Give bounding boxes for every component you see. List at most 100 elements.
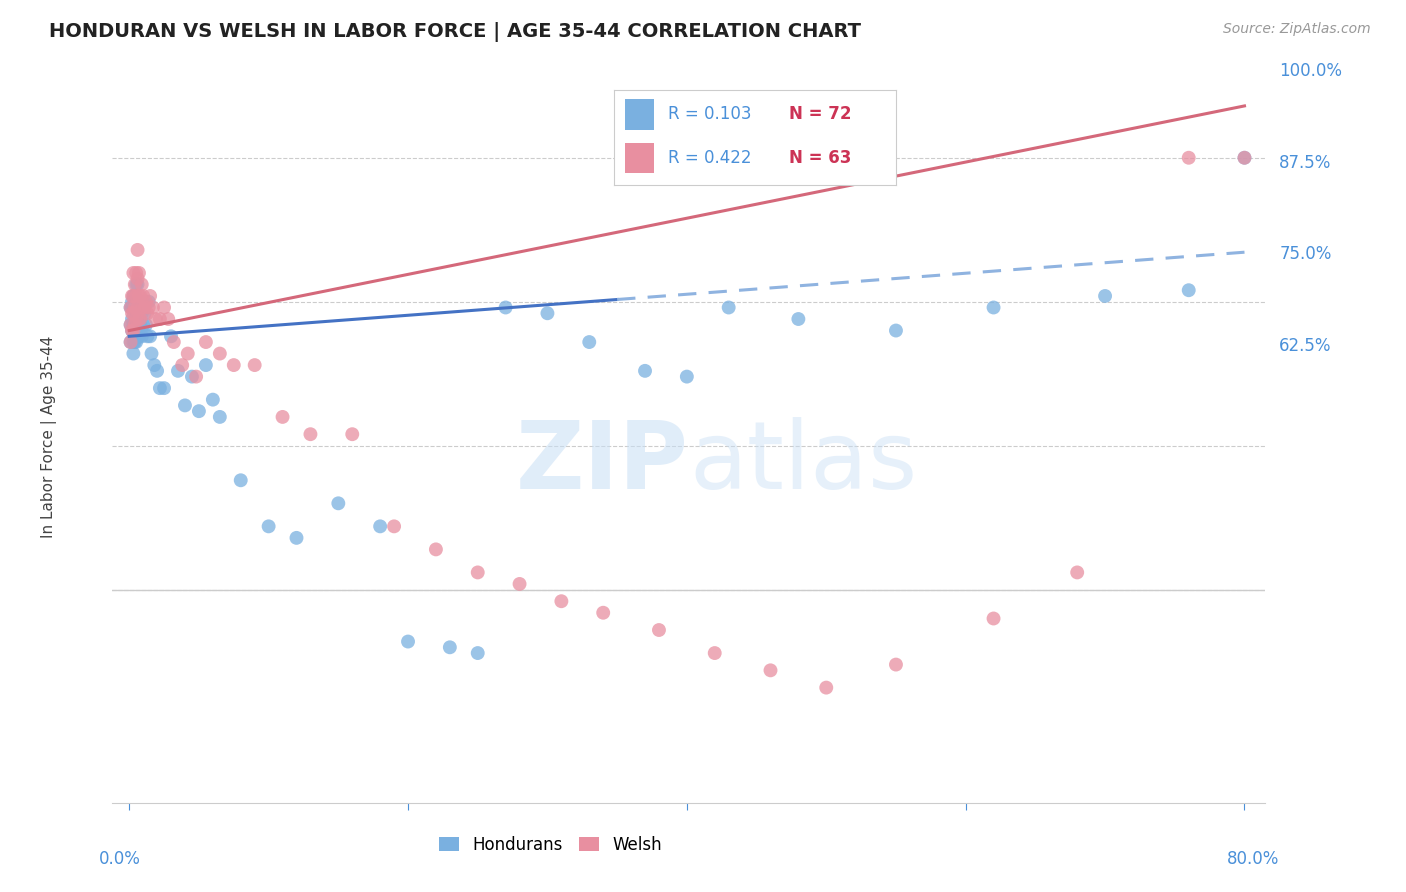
Point bbox=[125, 312, 148, 326]
Point bbox=[194, 358, 217, 372]
Point bbox=[122, 318, 145, 332]
Point bbox=[142, 301, 165, 315]
Point bbox=[139, 289, 162, 303]
Point bbox=[257, 519, 280, 533]
Point bbox=[177, 346, 200, 360]
Point bbox=[124, 289, 146, 303]
Point bbox=[787, 312, 810, 326]
Point bbox=[121, 294, 143, 309]
Point bbox=[127, 301, 149, 315]
Point bbox=[509, 577, 531, 591]
Point bbox=[145, 312, 167, 326]
Point bbox=[124, 334, 146, 349]
Point bbox=[138, 294, 160, 309]
Point bbox=[550, 594, 572, 608]
Point bbox=[172, 358, 194, 372]
Point bbox=[382, 519, 405, 533]
Point bbox=[131, 329, 153, 343]
Point bbox=[703, 646, 725, 660]
Point bbox=[717, 301, 740, 315]
Text: 75.0%: 75.0% bbox=[1279, 245, 1331, 263]
Point bbox=[884, 657, 907, 672]
Point bbox=[121, 306, 143, 320]
Point bbox=[342, 427, 364, 442]
Point bbox=[125, 334, 148, 349]
Point bbox=[132, 289, 155, 303]
Text: 62.5%: 62.5% bbox=[1279, 336, 1331, 355]
Text: HONDURAN VS WELSH IN LABOR FORCE | AGE 35-44 CORRELATION CHART: HONDURAN VS WELSH IN LABOR FORCE | AGE 3… bbox=[49, 22, 862, 42]
Text: 100.0%: 100.0% bbox=[1279, 62, 1343, 80]
Point bbox=[648, 623, 671, 637]
Point bbox=[201, 392, 224, 407]
Point bbox=[131, 277, 153, 292]
Point bbox=[815, 681, 838, 695]
Point bbox=[129, 289, 152, 303]
Point bbox=[124, 301, 146, 315]
Point bbox=[1233, 151, 1256, 165]
Point bbox=[128, 289, 150, 303]
Point bbox=[135, 318, 157, 332]
Text: Source: ZipAtlas.com: Source: ZipAtlas.com bbox=[1223, 22, 1371, 37]
Point bbox=[127, 277, 149, 292]
Point bbox=[122, 266, 145, 280]
Point bbox=[1177, 283, 1199, 297]
Point bbox=[129, 318, 152, 332]
Point bbox=[187, 404, 209, 418]
Point bbox=[153, 301, 176, 315]
Point bbox=[184, 369, 207, 384]
Point bbox=[495, 301, 517, 315]
Point bbox=[128, 312, 150, 326]
Point bbox=[181, 369, 204, 384]
Point bbox=[125, 289, 148, 303]
Point bbox=[136, 306, 159, 320]
Point bbox=[122, 289, 145, 303]
Point bbox=[127, 312, 149, 326]
Point bbox=[125, 266, 148, 280]
Point bbox=[149, 312, 172, 326]
Point bbox=[676, 369, 699, 384]
Point bbox=[138, 301, 160, 315]
Legend: Hondurans, Welsh: Hondurans, Welsh bbox=[432, 829, 669, 860]
Point bbox=[271, 409, 294, 424]
Point bbox=[120, 334, 142, 349]
Point bbox=[124, 318, 146, 332]
Text: ZIP: ZIP bbox=[516, 417, 689, 508]
Point bbox=[1177, 151, 1199, 165]
Point bbox=[634, 364, 657, 378]
Point bbox=[132, 294, 155, 309]
Point bbox=[167, 364, 190, 378]
Text: atlas: atlas bbox=[689, 417, 917, 508]
Point bbox=[124, 324, 146, 338]
Point bbox=[229, 473, 252, 487]
Point bbox=[149, 381, 172, 395]
Point bbox=[134, 301, 156, 315]
Point bbox=[127, 329, 149, 343]
Point bbox=[120, 318, 142, 332]
Point bbox=[131, 301, 153, 315]
Point bbox=[128, 294, 150, 309]
Point bbox=[160, 329, 183, 343]
Point bbox=[122, 289, 145, 303]
Point bbox=[299, 427, 322, 442]
Point bbox=[125, 312, 148, 326]
Point bbox=[135, 294, 157, 309]
Point bbox=[163, 334, 186, 349]
Point bbox=[122, 324, 145, 338]
Point bbox=[1233, 151, 1256, 165]
Point bbox=[127, 243, 149, 257]
Point bbox=[125, 277, 148, 292]
Point bbox=[208, 346, 231, 360]
Point bbox=[759, 663, 782, 677]
Point bbox=[121, 324, 143, 338]
Point bbox=[1094, 289, 1116, 303]
Point bbox=[439, 640, 461, 655]
Point bbox=[467, 566, 489, 580]
Point bbox=[124, 312, 146, 326]
Point bbox=[132, 318, 155, 332]
Point bbox=[120, 301, 142, 315]
Point bbox=[120, 318, 142, 332]
Point bbox=[129, 312, 152, 326]
Point bbox=[129, 294, 152, 309]
Point bbox=[328, 496, 350, 510]
Point bbox=[146, 364, 169, 378]
